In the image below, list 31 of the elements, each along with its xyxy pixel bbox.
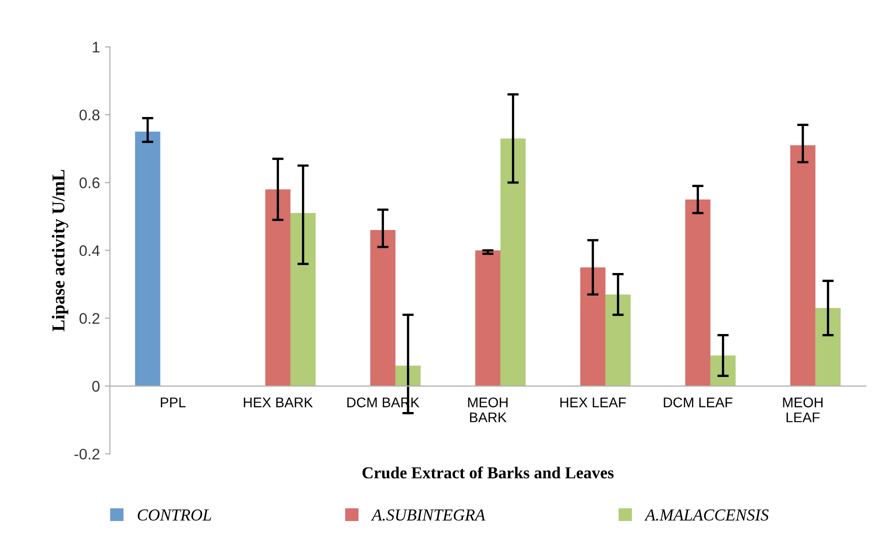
y-tick-label: 0.6 [80,177,100,188]
y-tick-label: 1 [92,42,100,52]
x-tick-label: MEOH LEAF [783,397,823,422]
bar [815,308,841,386]
y-tick-label: 0.8 [80,110,100,120]
bar [290,213,316,386]
bar [685,199,710,386]
legend-label: A.MALACCENSIS [644,509,769,521]
bar [135,132,160,386]
bar [790,145,816,386]
bar [370,230,396,386]
x-axis-title: Crude Extract of Barks and Leaves [362,466,614,478]
y-tick-label: 0.4 [80,245,100,256]
bar [475,250,500,386]
bar [500,138,526,386]
y-tick-label: -0.2 [74,448,100,460]
bar [580,267,606,386]
y-tick-label: 0.2 [80,313,100,324]
x-tick-label: HEX LEAF [560,398,626,408]
x-tick-label: PPL [160,398,186,408]
x-tick-label: HEX BARK [244,398,313,408]
bar [605,294,631,386]
x-tick-label: MEOH BARK [468,397,508,422]
bar [265,189,290,386]
y-axis-title: Lipase activity U/mL [52,170,68,332]
legend-label: CONTROL [138,509,212,521]
x-tick-label: DCM LEAF [664,397,732,408]
y-tick-label: 0 [92,380,100,392]
bar [395,366,421,386]
legend-label: A.SUBINTEGRA [370,509,486,521]
bar [710,355,736,386]
